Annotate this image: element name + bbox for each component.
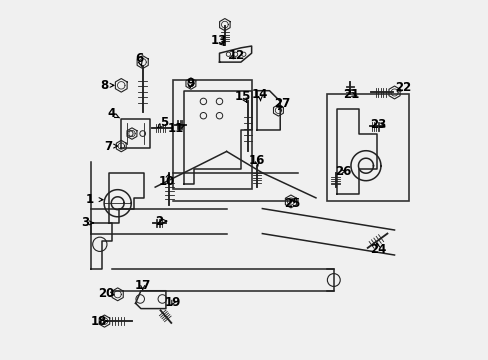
Text: 23: 23	[369, 118, 386, 131]
Text: 5: 5	[160, 116, 168, 129]
Text: 22: 22	[394, 81, 411, 94]
Text: 3: 3	[81, 216, 89, 229]
Text: 11: 11	[167, 122, 183, 135]
Text: 20: 20	[98, 287, 114, 300]
Bar	[173, 80, 251, 189]
Text: 21: 21	[343, 88, 359, 101]
Text: 2: 2	[154, 215, 163, 228]
Text: 4: 4	[107, 107, 116, 120]
Text: 9: 9	[186, 77, 194, 90]
Text: 24: 24	[369, 243, 386, 256]
Text: 17: 17	[134, 279, 150, 292]
Text: 6: 6	[135, 52, 143, 65]
Text: 1: 1	[86, 193, 94, 206]
Text: 19: 19	[164, 296, 181, 309]
Text: 18: 18	[90, 315, 107, 328]
Text: 13: 13	[210, 34, 226, 47]
Text: 16: 16	[248, 154, 264, 167]
Text: 7: 7	[104, 140, 112, 153]
Text: 25: 25	[284, 197, 300, 210]
Text: 15: 15	[234, 90, 250, 103]
Text: 10: 10	[158, 175, 174, 188]
Text: 27: 27	[273, 97, 289, 110]
Bar	[326, 94, 408, 202]
Text: 8: 8	[100, 79, 108, 92]
Text: 12: 12	[228, 49, 244, 62]
Text: 14: 14	[251, 89, 268, 102]
Text: 26: 26	[335, 165, 351, 177]
